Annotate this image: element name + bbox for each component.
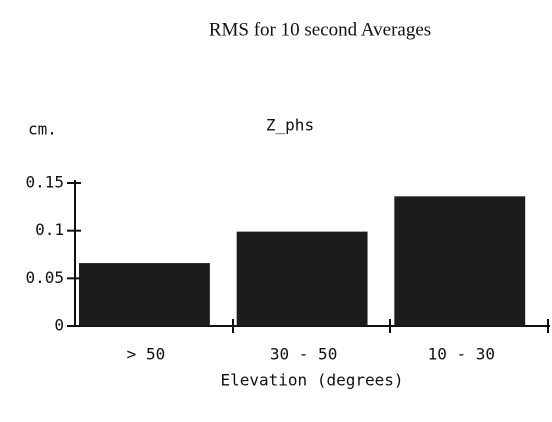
bar	[394, 196, 526, 326]
x-axis-label: Elevation (degrees)	[220, 371, 403, 390]
y-tick-label: 0.15	[25, 173, 64, 192]
y-axis-label: cm.	[28, 120, 57, 139]
chart-title: RMS for 10 second Averages	[209, 19, 431, 40]
x-tick-label: > 50	[127, 345, 166, 364]
y-tick-label: 0	[54, 316, 64, 335]
y-tick-label: 0.05	[25, 268, 64, 287]
y-tick-label: 0.1	[35, 220, 64, 239]
bar	[79, 263, 210, 326]
x-tick-label: 30 - 50	[270, 345, 337, 364]
x-tick-label: 10 - 30	[428, 345, 495, 364]
bar	[236, 231, 368, 326]
chart-subtitle: Z_phs	[266, 116, 314, 135]
